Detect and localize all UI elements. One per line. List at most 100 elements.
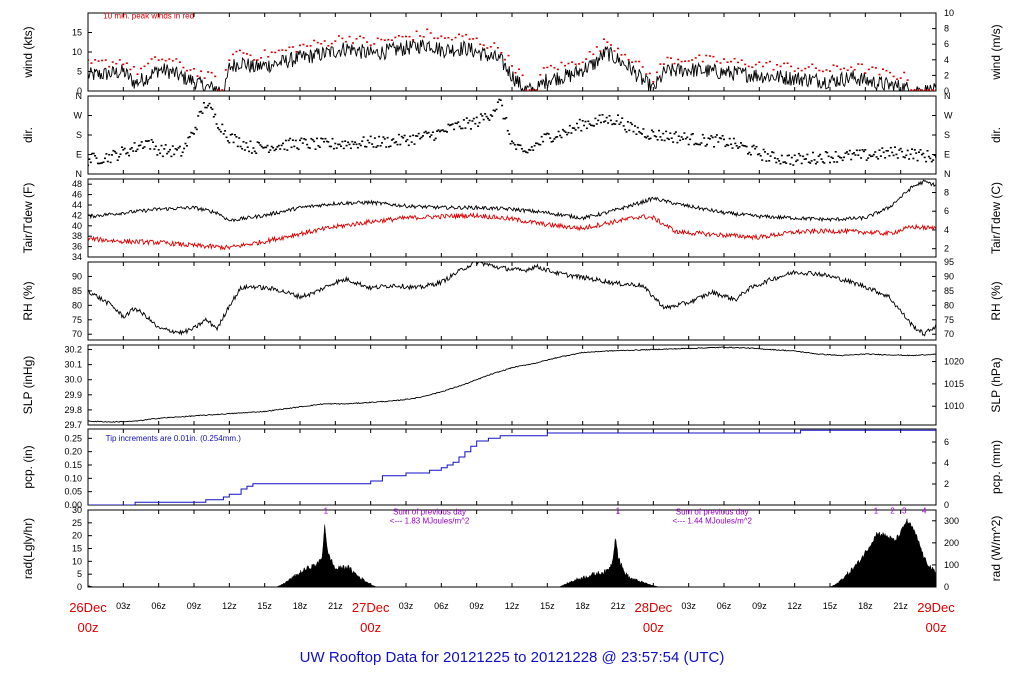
data-point [238,137,241,139]
data-point [745,145,748,148]
data-point [514,72,517,74]
data-point [730,60,733,63]
data-point [491,115,494,117]
data-point [88,59,89,61]
data-point [532,149,535,151]
hour-label: 21z [893,601,908,611]
data-point [843,156,846,159]
data-point [450,38,453,41]
data-point [878,73,881,76]
data-point [402,137,405,139]
data-point [401,35,404,38]
data-point [797,152,800,155]
data-point [577,126,580,129]
data-point [210,106,212,109]
data-point [156,154,159,156]
right-tick-label: E [944,150,950,160]
data-point [604,120,607,122]
data-point [314,148,317,150]
data-point [426,132,429,135]
data-point [412,134,415,137]
data-point [461,127,464,130]
data-point [447,123,450,126]
data-point [908,158,911,160]
data-point [423,131,426,134]
left-tick-label: 5 [77,569,82,579]
right-tick-label: S [944,130,950,140]
data-point [776,64,778,66]
data-point [355,143,358,146]
data-point [376,145,379,147]
data-point [143,65,146,68]
data-point [383,138,386,140]
data-point [666,137,669,140]
data-point [581,61,584,64]
data-point [348,35,351,38]
hour-label: 12z [787,601,802,611]
data-point [467,122,470,124]
data-point [563,130,566,132]
data-point [144,140,147,142]
data-point [197,115,200,117]
data-point [221,89,224,91]
data-point [660,139,663,141]
data-point [754,63,757,66]
data-point [892,75,895,78]
data-point [422,36,425,38]
data-point [496,101,499,103]
data-point [430,134,433,136]
data-point [470,128,472,130]
right-tick-label: 10 [944,8,954,18]
data-point [475,116,478,119]
left-axis-title-dir: dir. [21,127,35,143]
data-point [479,43,482,46]
data-point [118,59,121,61]
data-point [542,67,545,69]
data-point [152,141,154,143]
data-point [176,149,178,151]
data-point [874,67,877,69]
right-tick-label: 1010 [944,401,964,411]
data-point [561,128,564,131]
data-point [218,128,221,131]
data-point [362,37,365,39]
data-point [337,143,340,146]
data-point [540,135,543,138]
data-point [687,60,690,62]
data-point [424,130,427,133]
data-point [474,122,477,125]
data-point [396,143,399,146]
data-point [858,149,861,152]
data-point [422,135,424,137]
data-point [608,115,611,117]
data-point [536,142,539,145]
data-point [728,137,731,140]
data-point [600,121,602,124]
data-point [369,44,372,47]
data-point [122,63,125,66]
data-point [549,64,552,67]
data-point [725,143,728,146]
data-point [99,162,102,164]
data-point [458,125,461,128]
left-tick-label: 44 [72,200,82,210]
data-point [834,151,837,153]
right-axis-title-slp: SLP (hPa) [989,357,1003,412]
data-point [228,59,231,61]
left-axis-title-wind: wind (kts) [21,26,35,78]
data-point [306,45,309,47]
data-point [335,147,338,149]
data-point [458,33,460,36]
data-point [334,142,337,145]
data-point [183,147,186,150]
data-point [88,164,89,167]
data-point [826,151,829,154]
data-point [239,145,242,148]
left-tick-label: 70 [72,329,82,339]
data-point [674,131,677,133]
data-point [508,133,511,135]
data-point [805,158,807,160]
data-point [533,144,536,147]
data-point [662,63,665,65]
data-point [366,41,369,43]
